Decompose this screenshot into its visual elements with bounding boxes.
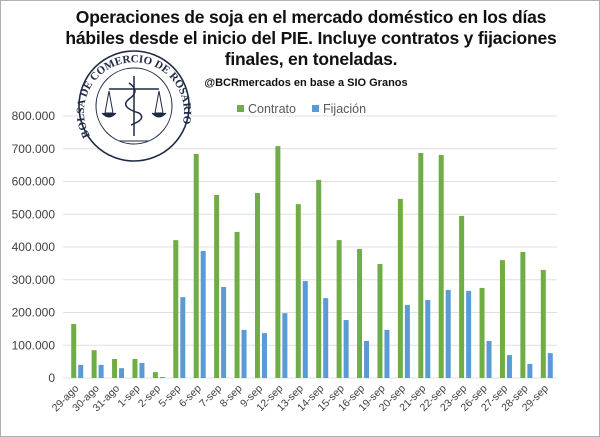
bar-fijación (221, 286, 227, 378)
bar-contrato (336, 240, 342, 378)
bar-contrato (357, 248, 363, 378)
bar-contrato (438, 154, 444, 378)
bar-fijación (404, 304, 410, 378)
x-tick-label: 2-sep (136, 383, 163, 410)
bar-contrato (132, 359, 138, 378)
bar-contrato (377, 264, 383, 378)
bar-fijación (241, 329, 247, 378)
x-tick-label: 5-sep (156, 383, 183, 410)
bar-fijación (282, 313, 288, 378)
bar-contrato (234, 231, 240, 378)
bar-fijación (200, 250, 206, 378)
bar-fijación (445, 289, 451, 378)
bar-contrato (173, 240, 179, 378)
y-tick-label: 0 (48, 371, 55, 385)
x-tick-label: 7-sep (197, 383, 224, 410)
bar-contrato (520, 251, 526, 378)
bar-contrato (275, 146, 281, 378)
bar-fijación (527, 363, 533, 378)
x-tick-label: 1-sep (116, 383, 143, 410)
bar-fijación (425, 300, 431, 378)
bar-contrato (91, 350, 97, 378)
bar-fijación (139, 362, 145, 378)
bar-fijación (98, 364, 104, 378)
bar-contrato (112, 359, 118, 378)
y-tick-label: 100.000 (12, 338, 56, 352)
bar-contrato (295, 204, 301, 378)
bar-fijación (119, 368, 125, 378)
y-tick-label: 800.000 (12, 109, 56, 123)
y-tick-label: 200.000 (12, 306, 56, 320)
bar-contrato (254, 192, 260, 378)
bar-fijación (466, 290, 472, 378)
bar-fijación (486, 340, 492, 378)
legend-swatch (312, 105, 319, 112)
y-tick-label: 300.000 (12, 273, 56, 287)
x-tick-label: 6-sep (177, 383, 204, 410)
bar-fijación (159, 377, 165, 378)
bar-fijación (384, 329, 390, 378)
y-tick-label: 500.000 (12, 207, 56, 221)
legend-label: Fijación (323, 102, 366, 116)
chart-subtitle: @BCRmercados en base a SIO Granos (204, 77, 408, 89)
chart-title: Operaciones de soja en el mercado domést… (65, 7, 557, 69)
bar-contrato (479, 287, 485, 378)
bar-fijación (323, 298, 329, 378)
bar-fijación (506, 355, 512, 378)
bar-contrato (499, 260, 505, 378)
bar-fijación (180, 297, 186, 378)
bar-fijación (302, 281, 308, 378)
bar-contrato (71, 323, 77, 378)
bar-fijación (261, 333, 267, 378)
x-tick-label: 8-sep (218, 383, 245, 410)
bar-fijación (364, 340, 370, 378)
bar-contrato (459, 215, 465, 378)
bcr-logo: BOLSA DE COMERCIO DE ROSARIO (75, 50, 193, 162)
bar-contrato (316, 179, 322, 378)
legend-label: Contrato (248, 102, 296, 116)
bar-contrato (214, 194, 220, 378)
y-tick-label: 700.000 (12, 142, 56, 156)
bar-contrato (418, 153, 424, 378)
bar-fijación (547, 353, 553, 378)
bar-contrato (152, 372, 158, 378)
bar-contrato (397, 198, 403, 378)
bar-contrato (193, 153, 199, 378)
y-tick-label: 600.000 (12, 175, 56, 189)
y-tick-label: 400.000 (12, 240, 56, 254)
legend-swatch (237, 105, 244, 112)
bar-fijación (343, 320, 349, 378)
bar-fijación (78, 364, 84, 378)
bar-contrato (540, 269, 546, 378)
